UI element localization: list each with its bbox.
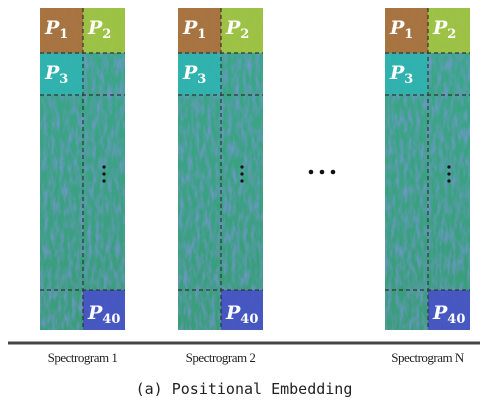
patch-label: P1: [389, 17, 413, 42]
patch-symbol: P: [182, 62, 198, 84]
vertical-dot: [102, 179, 106, 183]
patch: [83, 290, 125, 330]
patch-label: P3: [389, 62, 413, 87]
patch: [428, 290, 470, 330]
patch-index: 3: [59, 72, 68, 87]
patch-symbol: P: [182, 17, 198, 39]
patch-label: P2: [87, 17, 111, 42]
patch-symbol: P: [432, 17, 448, 39]
patch-label: P40: [432, 302, 465, 327]
vertical-dot: [447, 165, 451, 169]
patch-index: 3: [404, 72, 413, 87]
patch-index: 40: [102, 312, 120, 327]
ellipsis: [308, 169, 336, 175]
patch: [428, 8, 470, 53]
patch: [178, 53, 221, 95]
vertical-dot: [447, 179, 451, 183]
patch-index: 2: [240, 27, 249, 42]
patch-index: 2: [447, 27, 456, 42]
patch-label: P1: [182, 17, 206, 42]
vertical-dot: [102, 165, 106, 169]
patch-symbol: P: [225, 302, 241, 324]
patch-index: 2: [102, 27, 111, 42]
patch-index: 1: [404, 27, 413, 42]
patch-label: P40: [225, 302, 258, 327]
patch-symbol: P: [44, 62, 60, 84]
patch-index: 3: [197, 72, 206, 87]
spectrogram-label: Spectrogram 1: [48, 350, 118, 365]
patch-label: P3: [44, 62, 68, 87]
patch: [83, 8, 125, 53]
vertical-dot: [240, 172, 244, 176]
spectrogram-label: Spectrogram N: [391, 350, 465, 365]
vertical-dot: [240, 165, 244, 169]
figure-caption: (a) Positional Embedding: [136, 380, 353, 398]
patch-symbol: P: [87, 302, 103, 324]
vertical-dot: [447, 172, 451, 176]
patch: [178, 8, 221, 53]
patch-label: P1: [44, 17, 68, 42]
patch: [221, 290, 263, 330]
vertical-dot: [240, 179, 244, 183]
patch-index: 1: [59, 27, 68, 42]
patch-symbol: P: [44, 17, 60, 39]
patch-label: P3: [182, 62, 206, 87]
patch-index: 40: [240, 312, 258, 327]
spectrogram-label: Spectrogram 2: [186, 350, 256, 365]
patch-symbol: P: [87, 17, 103, 39]
patch-index: 40: [447, 312, 465, 327]
patch-label: P2: [225, 17, 249, 42]
patch: [221, 8, 263, 53]
patch-symbol: P: [432, 302, 448, 324]
patch: [40, 8, 83, 53]
patch-symbol: P: [225, 17, 241, 39]
patch: [385, 53, 428, 95]
patch-symbol: P: [389, 17, 405, 39]
patch: [40, 53, 83, 95]
patch-label: P2: [432, 17, 456, 42]
patch: [385, 8, 428, 53]
vertical-dot: [102, 172, 106, 176]
patch-label: P40: [87, 302, 120, 327]
patch-symbol: P: [389, 62, 405, 84]
patch-index: 1: [197, 27, 206, 42]
